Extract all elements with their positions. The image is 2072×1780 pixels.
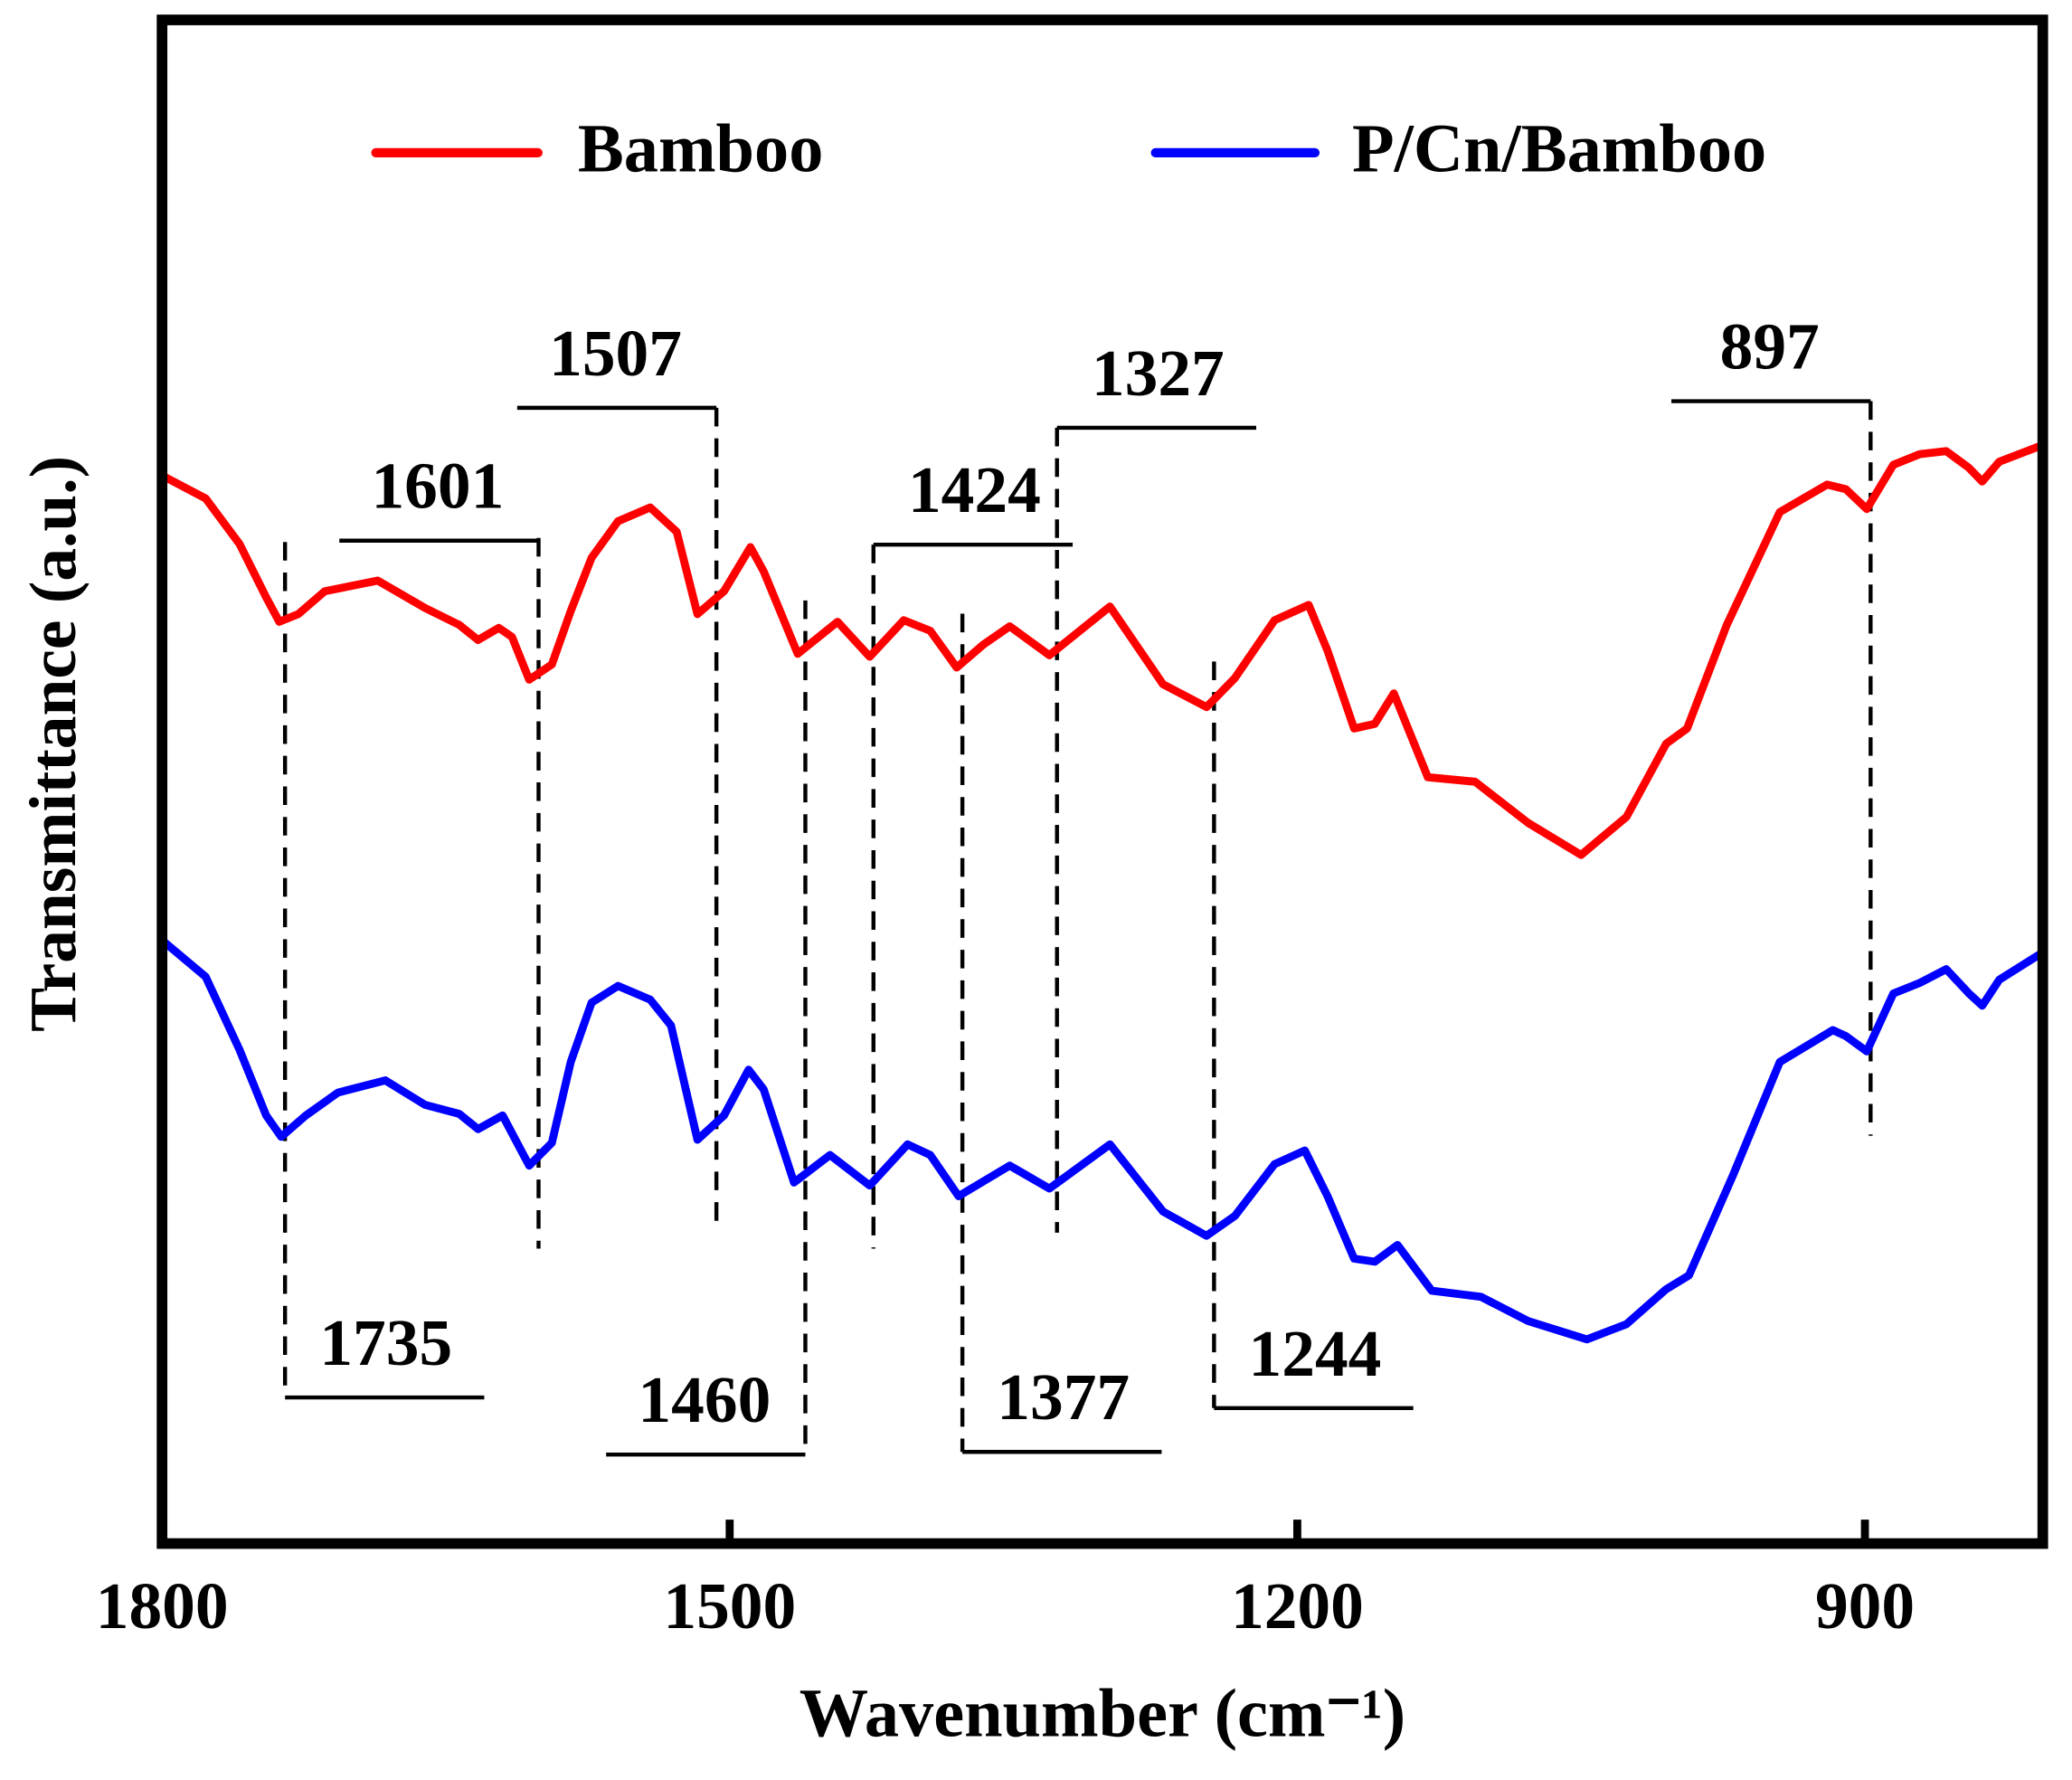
peak-label: 1377 <box>997 1360 1130 1434</box>
y-axis-label: Transmittance (a.u.) <box>16 456 90 1032</box>
peak-label: 1507 <box>549 317 682 390</box>
series-line <box>157 936 2048 1344</box>
series-line <box>157 440 2048 859</box>
peak-label: 1327 <box>1092 336 1225 410</box>
plot-frame <box>156 14 2048 1549</box>
peak-label: 1244 <box>1249 1317 1382 1390</box>
peak-label: 1460 <box>638 1363 771 1436</box>
x-tick-label: 1200 <box>1231 1569 1364 1643</box>
legend-label: Bamboo <box>578 109 824 186</box>
peak-label: 1424 <box>908 453 1041 526</box>
x-tick-label: 900 <box>1815 1569 1915 1643</box>
x-tick-label: 1500 <box>663 1569 796 1643</box>
x-tick-label: 1800 <box>96 1569 229 1643</box>
legend-label: P/Cn/Bamboo <box>1352 109 1766 186</box>
peak-label: 897 <box>1720 310 1820 383</box>
peak-label: 1601 <box>371 450 504 523</box>
x-axis-label: Wavenumber (cm⁻¹) <box>799 1674 1405 1751</box>
peak-label: 1735 <box>319 1306 452 1379</box>
